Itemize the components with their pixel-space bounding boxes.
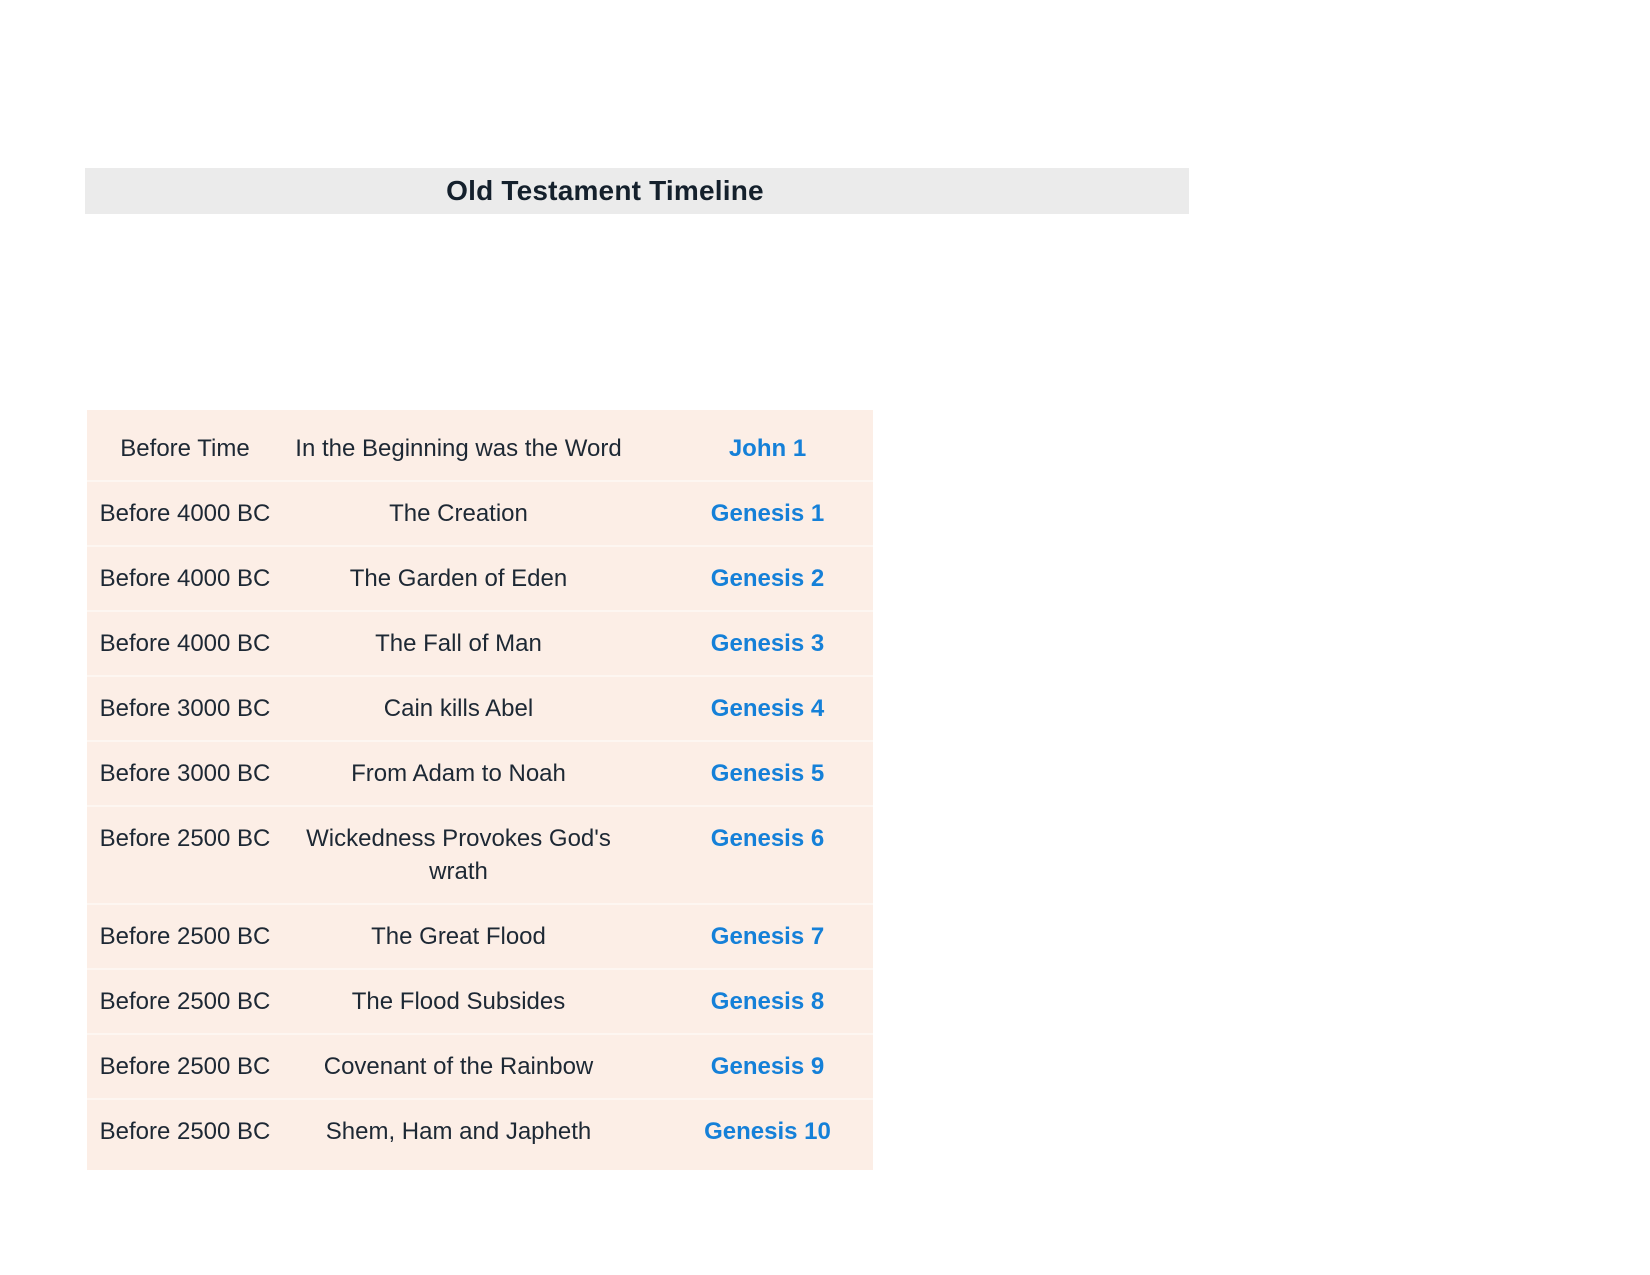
table-row: Before 2500 BC Wickedness Provokes God's… <box>87 805 873 903</box>
date-cell: Before 4000 BC <box>99 630 271 657</box>
event-cell: The Creation <box>389 500 528 527</box>
table-row: Before 3000 BC Cain kills Abel Genesis 4 <box>87 675 873 740</box>
date-cell: Before 3000 BC <box>99 760 271 787</box>
table-row: Before 2500 BC The Great Flood Genesis 7 <box>87 903 873 968</box>
scripture-link[interactable]: Genesis 8 <box>710 988 825 1015</box>
title-bar: Old Testament Timeline <box>85 168 1189 214</box>
timeline-table: Before Time In the Beginning was the Wor… <box>87 410 873 1170</box>
event-cell: The Flood Subsides <box>351 988 566 1015</box>
scripture-link[interactable]: Genesis 6 <box>710 825 825 852</box>
date-cell: Before 2500 BC <box>99 825 271 852</box>
event-cell: The Fall of Man <box>375 630 542 657</box>
date-cell: Before 4000 BC <box>99 500 271 527</box>
event-cell: Covenant of the Rainbow <box>323 1053 594 1080</box>
table-row: Before 4000 BC The Garden of Eden Genesi… <box>87 545 873 610</box>
event-cell: The Great Flood <box>371 923 546 950</box>
date-cell: Before 3000 BC <box>99 695 271 722</box>
table-row: Before 2500 BC Shem, Ham and Japheth Gen… <box>87 1098 873 1163</box>
scripture-link[interactable]: Genesis 4 <box>710 695 825 722</box>
scripture-link[interactable]: Genesis 5 <box>710 760 825 787</box>
event-cell: From Adam to Noah <box>351 760 566 787</box>
event-cell: In the Beginning was the Word <box>295 435 622 462</box>
date-cell: Before 2500 BC <box>99 1053 271 1080</box>
date-cell: Before Time <box>120 435 250 462</box>
page-title: Old Testament Timeline <box>446 175 764 206</box>
table-row: Before 2500 BC The Flood Subsides Genesi… <box>87 968 873 1033</box>
event-cell: Shem, Ham and Japheth <box>325 1118 592 1145</box>
scripture-link[interactable]: Genesis 7 <box>710 923 825 950</box>
table-row: Before 4000 BC The Fall of Man Genesis 3 <box>87 610 873 675</box>
scripture-link[interactable]: Genesis 10 <box>704 1118 831 1145</box>
event-cell: Cain kills Abel <box>383 695 534 722</box>
table-row: Before 2500 BC Covenant of the Rainbow G… <box>87 1033 873 1098</box>
date-cell: Before 2500 BC <box>99 923 271 950</box>
scripture-link[interactable]: Genesis 1 <box>710 500 825 527</box>
table-row: Before Time In the Beginning was the Wor… <box>87 417 873 480</box>
date-cell: Before 2500 BC <box>99 988 271 1015</box>
event-cell: Wickedness Provokes God's wrath <box>306 825 611 885</box>
scripture-link[interactable]: John 1 <box>728 435 807 462</box>
scripture-link[interactable]: Genesis 3 <box>710 630 825 657</box>
scripture-link[interactable]: Genesis 2 <box>710 565 825 592</box>
date-cell: Before 4000 BC <box>99 565 271 592</box>
date-cell: Before 2500 BC <box>99 1118 271 1145</box>
event-cell: The Garden of Eden <box>349 565 568 592</box>
table-row: Before 3000 BC From Adam to Noah Genesis… <box>87 740 873 805</box>
scripture-link[interactable]: Genesis 9 <box>710 1053 825 1080</box>
table-row: Before 4000 BC The Creation Genesis 1 <box>87 480 873 545</box>
